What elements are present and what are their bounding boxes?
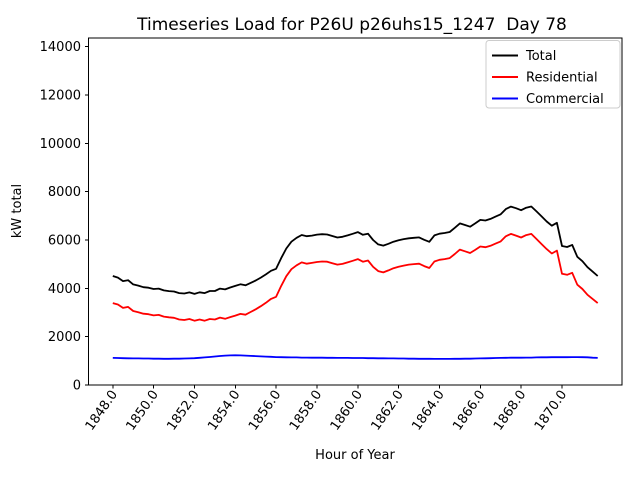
x-tick-label: 1848.0 <box>83 388 121 434</box>
x-tick-label: 1852.0 <box>164 388 202 434</box>
y-axis-label: kW total <box>10 184 25 238</box>
y-tick-label: 6000 <box>48 233 81 248</box>
y-tick-label: 12000 <box>40 88 81 103</box>
series-line-commercial <box>112 354 598 360</box>
y-tick-label: 10000 <box>40 137 81 152</box>
x-tick-label: 1854.0 <box>205 388 243 434</box>
series-line-residential <box>112 232 599 322</box>
x-tick-label: 1862.0 <box>369 388 407 434</box>
y-tick-label: 14000 <box>40 40 81 55</box>
y-tick-label: 4000 <box>48 282 81 297</box>
x-tick-label: 1866.0 <box>450 388 488 434</box>
x-tick-label: 1858.0 <box>287 388 325 434</box>
axes-spines <box>88 37 623 386</box>
y-tick-label: 2000 <box>48 330 81 345</box>
x-tick-label: 1864.0 <box>409 388 447 434</box>
legend: Total Residential Commercial <box>485 40 621 109</box>
x-tick-label: 1856.0 <box>246 388 284 434</box>
chart-title: Timeseries Load for P26U p26uhs15_1247 D… <box>136 15 567 35</box>
x-tick-label: 1850.0 <box>124 388 162 434</box>
series-line-total <box>112 205 599 295</box>
x-tick-label: 1868.0 <box>491 388 529 434</box>
y-tick-label: 0 <box>73 379 81 394</box>
legend-box <box>485 40 621 109</box>
legend-label: Residential <box>526 71 598 86</box>
legend-label: Commercial <box>526 92 604 107</box>
y-tick-label: 8000 <box>48 185 81 200</box>
legend-label: Total <box>525 49 556 64</box>
x-tick-label: 1860.0 <box>328 388 366 434</box>
x-tick-label: 1870.0 <box>532 388 570 434</box>
x-axis-label: Hour of Year <box>315 448 395 463</box>
